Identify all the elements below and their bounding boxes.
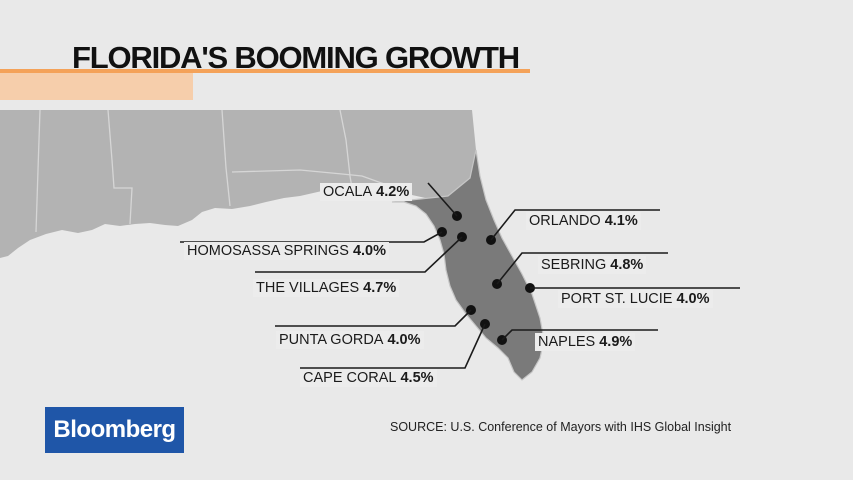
label-naples: NAPLES 4.9%	[535, 333, 636, 351]
label-ocala: OCALA 4.2%	[320, 183, 413, 201]
city-name: ORLANDO	[529, 213, 601, 229]
title-accent-band	[0, 73, 193, 100]
city-name: PORT ST. LUCIE	[561, 291, 673, 307]
city-growth: 4.1%	[604, 213, 638, 229]
city-growth: 4.2%	[376, 184, 410, 200]
state-borders	[35, 110, 391, 233]
label-sebring: SEBRING 4.8%	[538, 256, 647, 274]
city-growth: 4.7%	[363, 280, 397, 296]
city-name: SEBRING	[541, 257, 607, 273]
label-homosassa-springs: HOMOSASSA SPRINGS 4.0%	[184, 242, 390, 260]
label-cape-coral: CAPE CORAL 4.5%	[300, 369, 437, 387]
title-underline	[0, 69, 530, 73]
label-port-st-lucie: PORT ST. LUCIE 4.0%	[558, 290, 713, 308]
city-name: THE VILLAGES	[256, 280, 360, 296]
city-growth: 4.9%	[599, 334, 633, 350]
source-note: SOURCE: U.S. Conference of Mayors with I…	[390, 420, 732, 434]
city-growth: 4.8%	[610, 257, 644, 273]
city-growth: 4.0%	[387, 332, 421, 348]
city-name: NAPLES	[538, 334, 596, 350]
city-growth: 4.0%	[352, 243, 387, 259]
label-the-villages: THE VILLAGES 4.7%	[253, 279, 400, 297]
city-name: HOMOSASSA SPRINGS	[187, 243, 349, 259]
city-growth: 4.5%	[400, 370, 434, 386]
city-name: CAPE CORAL	[303, 370, 397, 386]
label-punta-gorda: PUNTA GORDA 4.0%	[276, 331, 424, 349]
page-title: FLORIDA'S BOOMING GROWTH	[72, 40, 520, 75]
city-name: PUNTA GORDA	[279, 332, 384, 348]
florida-map	[0, 110, 740, 381]
neighbor-states	[0, 110, 476, 258]
florida-state	[391, 149, 545, 381]
city-growth: 4.0%	[676, 291, 710, 307]
city-name: OCALA	[323, 184, 373, 200]
bloomberg-logo: Bloomberg	[45, 407, 184, 453]
label-orlando: ORLANDO 4.1%	[526, 212, 641, 230]
